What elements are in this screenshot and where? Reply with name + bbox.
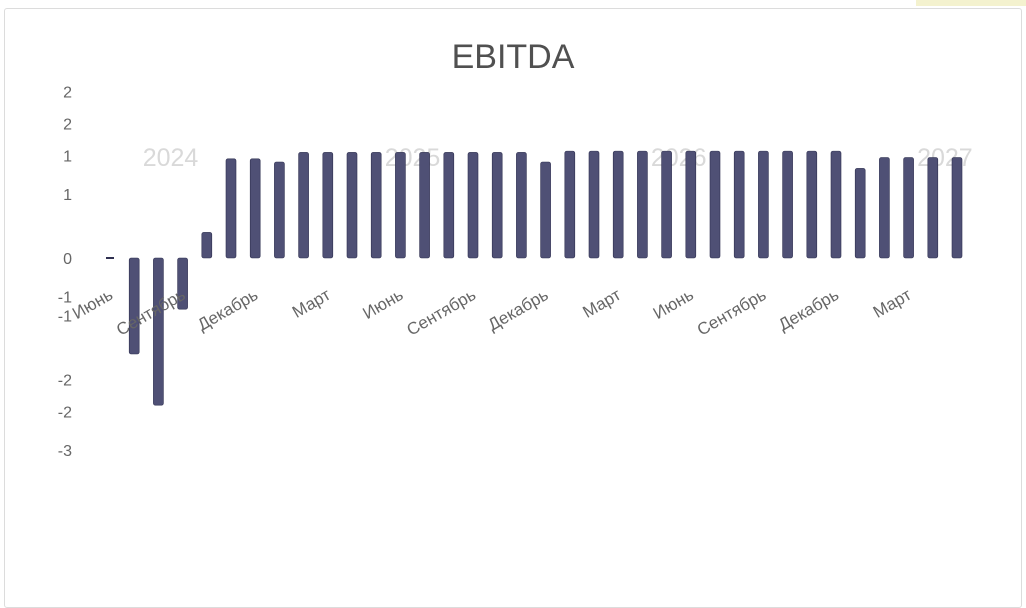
bar-18 [540,161,551,259]
bar-14 [443,152,455,259]
bar-35 [951,157,963,259]
year-label-2: 2026 [651,144,707,172]
x-tick-label-7: Март [579,285,624,322]
bar-6 [249,158,261,259]
year-label-3: 2027 [917,144,973,172]
bar-24 [685,150,697,259]
y-tick-label-1: 2 [63,117,72,134]
x-tick-label-11: Март [870,285,915,322]
bar-23 [661,150,672,259]
bar-2 [153,257,164,406]
bar-22 [637,150,648,259]
bar-4 [201,232,213,259]
bar-16 [491,152,503,259]
bar-28 [782,150,793,259]
bar-31 [854,168,866,259]
x-tick-label-9: Сентябрь [694,285,770,340]
bar-30 [830,150,842,259]
y-tick-label-3: 1 [63,187,72,204]
bar-33 [903,157,914,259]
y-tick-label-0: 2 [63,85,72,102]
x-tick-label-10: Декабрь [775,285,842,335]
bars [106,150,963,406]
x-tick-label-0: Июнь [69,285,116,323]
bar-25 [709,150,721,259]
y-tick-label-4: 0 [63,251,72,268]
bar-34 [927,157,939,259]
x-tick-label-2: Декабрь [194,285,261,335]
bar-1 [128,257,140,355]
bar-17 [516,152,527,259]
year-label-0: 2024 [143,144,199,172]
bar-12 [395,152,406,259]
chart-card [4,8,1022,608]
bar-27 [758,150,769,259]
bar-5 [225,158,237,259]
x-tick-label-3: Март [289,285,334,322]
corner-accent [916,0,1026,6]
x-tick-label-5: Сентябрь [404,285,480,340]
bar-0 [106,257,114,259]
bar-26 [733,150,745,259]
y-tick-label-7: -2 [58,373,72,390]
bar-20 [588,150,600,259]
year-labels: 2024 2025 2026 2027 [143,144,973,172]
y-tick-label-5: -1 [58,289,72,306]
bar-21 [612,150,624,259]
bar-29 [806,150,818,259]
y-tick-label-6: -1 [58,309,72,326]
x-tick-label-4: Июнь [359,285,406,323]
bar-13 [419,152,430,259]
x-tick-label-6: Декабрь [485,285,552,335]
y-tick-label-8: -2 [58,405,72,422]
x-tick-label-1: Сентябрь [113,285,189,340]
bar-19 [564,150,576,259]
bar-8 [298,152,309,259]
chart-title: EBITDA [451,38,575,76]
x-tick-label-8: Июнь [650,285,697,323]
bar-32 [879,157,890,259]
y-tick-label-2: 1 [63,149,72,166]
y-tick-label-9: -3 [58,443,72,460]
bar-3 [177,257,188,310]
bar-7 [274,161,285,259]
bar-9 [322,152,334,259]
bar-10 [346,152,358,259]
bar-11 [370,152,382,259]
year-label-1: 2025 [385,144,441,172]
bar-15 [467,152,479,259]
y-axis-ticks: 2 2 1 1 0 -1 -1 -2 -2 -3 [58,85,72,460]
